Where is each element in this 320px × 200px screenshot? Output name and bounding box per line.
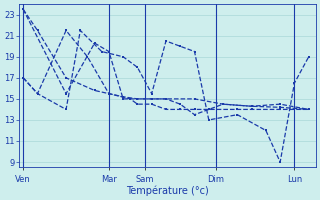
X-axis label: Température (°c): Température (°c) bbox=[126, 185, 209, 196]
